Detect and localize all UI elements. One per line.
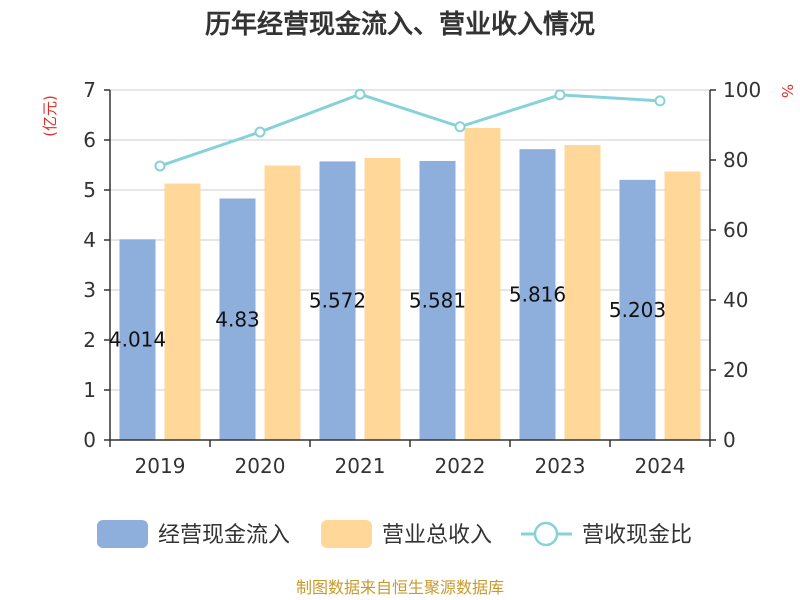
line-point <box>454 121 466 133</box>
line-point <box>254 126 266 138</box>
bar-data-label: 4.83 <box>215 307 260 331</box>
bar <box>264 165 301 440</box>
bar <box>419 160 456 440</box>
x-tick-label: 2020 <box>235 454 286 478</box>
source-note: 制图数据来自恒生聚源数据库 <box>296 578 504 597</box>
left-tick-label: 4 <box>83 228 96 252</box>
bar <box>319 161 356 440</box>
data-labels: 4.014 4.83 5.572 5.581 5.816 5.203 <box>109 283 666 352</box>
left-tick-label: 6 <box>83 128 96 152</box>
bar-data-label: 5.581 <box>409 288 466 312</box>
legend-swatch-cash-inflow <box>97 520 148 548</box>
line-point <box>354 88 366 100</box>
legend-label-cash-inflow: 经营现金流入 <box>158 523 290 548</box>
left-tick-label: 2 <box>83 328 96 352</box>
left-tick-label: 7 <box>83 78 96 102</box>
legend-swatch-revenue <box>321 520 372 548</box>
x-tick-label: 2019 <box>135 454 186 478</box>
right-axis-unit: % <box>778 84 796 98</box>
legend: 经营现金流入 营业总收入 营收现金比 <box>97 520 692 548</box>
bar <box>219 198 256 440</box>
line-point <box>654 95 666 107</box>
left-tick-label: 0 <box>83 428 96 452</box>
legend-swatch-ratio-marker <box>533 521 559 547</box>
right-tick-label: 20 <box>723 358 748 382</box>
left-tick-label: 5 <box>83 178 96 202</box>
bar <box>519 149 556 440</box>
bar-data-label: 5.203 <box>609 298 666 322</box>
bar <box>364 158 401 440</box>
line-point <box>154 160 166 172</box>
bar-series <box>119 128 701 440</box>
x-tick-label: 2021 <box>335 454 386 478</box>
axes: 0 1 2 3 4 5 6 7 0 20 40 60 80 100 2019 2020 2021 2022 2023… <box>83 78 761 478</box>
left-tick-label: 3 <box>83 278 96 302</box>
right-tick-label: 80 <box>723 148 748 172</box>
bar <box>664 171 701 440</box>
bar <box>564 145 601 440</box>
x-tick-label: 2023 <box>535 454 586 478</box>
bar-data-label: 4.014 <box>109 328 166 352</box>
right-tick-label: 60 <box>723 218 748 242</box>
left-axis-unit: (亿元) <box>41 95 59 137</box>
bar <box>164 183 201 440</box>
right-tick-label: 40 <box>723 288 748 312</box>
left-tick-label: 1 <box>83 378 96 402</box>
x-tick-label: 2022 <box>435 454 486 478</box>
line-point <box>554 89 566 101</box>
x-tick-label: 2024 <box>635 454 686 478</box>
right-tick-label: 100 <box>723 78 761 102</box>
bar <box>119 239 156 440</box>
bar-data-label: 5.572 <box>309 289 366 313</box>
line-series-path <box>159 92 661 168</box>
grid-lines <box>110 89 710 391</box>
chart-title: 历年经营现金流入、营业收入情况 <box>205 9 595 40</box>
bar <box>619 179 656 440</box>
legend-label-ratio: 营收现金比 <box>582 523 692 548</box>
right-tick-label: 0 <box>723 428 736 452</box>
bar <box>464 128 501 440</box>
legend-label-revenue: 营业总收入 <box>382 523 492 548</box>
line-series <box>154 88 666 172</box>
bar-data-label: 5.816 <box>509 283 566 307</box>
